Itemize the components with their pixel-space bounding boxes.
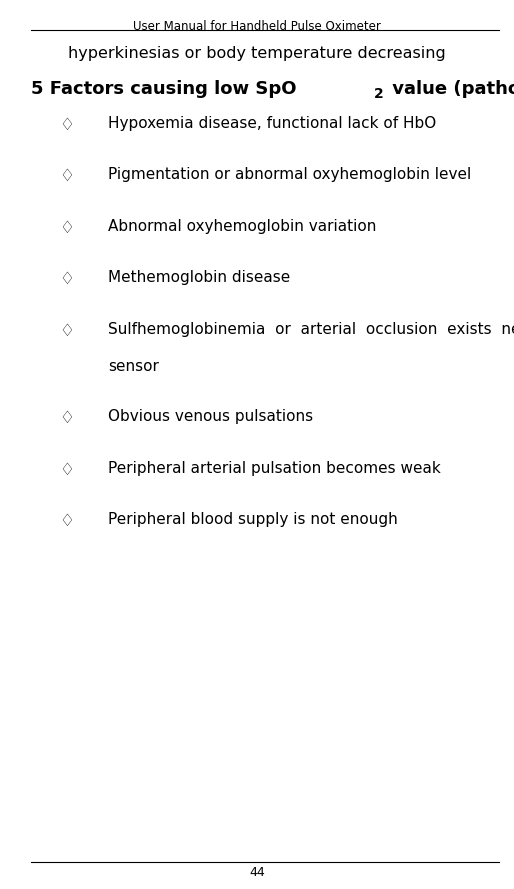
Text: User Manual for Handheld Pulse Oximeter: User Manual for Handheld Pulse Oximeter: [133, 20, 381, 33]
Text: ♢: ♢: [60, 461, 74, 478]
Text: 5 Factors causing low SpO: 5 Factors causing low SpO: [0, 888, 1, 889]
Text: Obvious venous pulsations: Obvious venous pulsations: [108, 409, 313, 424]
Text: ♢: ♢: [60, 219, 74, 236]
Text: ♢: ♢: [60, 167, 74, 185]
Text: Abnormal oxyhemoglobin variation: Abnormal oxyhemoglobin variation: [108, 219, 376, 234]
Text: Pigmentation or abnormal oxyhemoglobin level: Pigmentation or abnormal oxyhemoglobin l…: [108, 167, 471, 182]
Text: Sulfhemoglobinemia  or  arterial  occlusion  exists  near: Sulfhemoglobinemia or arterial occlusion…: [108, 322, 514, 337]
Text: Hypoxemia disease, functional lack of HbO: Hypoxemia disease, functional lack of Hb…: [0, 888, 1, 889]
Text: Peripheral arterial pulsation becomes weak: Peripheral arterial pulsation becomes we…: [108, 461, 440, 476]
Text: value (pathology reason): value (pathology reason): [386, 80, 514, 98]
Text: 5 Factors causing low SpO: 5 Factors causing low SpO: [31, 80, 297, 98]
Text: sensor: sensor: [108, 359, 159, 374]
Text: ♢: ♢: [60, 409, 74, 427]
Text: ♢: ♢: [60, 322, 74, 340]
Text: 2: 2: [373, 87, 383, 101]
Text: hyperkinesias or body temperature decreasing: hyperkinesias or body temperature decrea…: [68, 46, 446, 61]
Text: 44: 44: [249, 866, 265, 879]
Text: Hypoxemia disease, functional lack of HbO: Hypoxemia disease, functional lack of Hb…: [108, 116, 436, 131]
Text: ♢: ♢: [60, 270, 74, 288]
Text: Methemoglobin disease: Methemoglobin disease: [108, 270, 290, 285]
Text: ♢: ♢: [60, 512, 74, 530]
Text: ♢: ♢: [60, 116, 74, 133]
Text: Peripheral blood supply is not enough: Peripheral blood supply is not enough: [108, 512, 398, 527]
Text: 2: 2: [0, 888, 1, 889]
